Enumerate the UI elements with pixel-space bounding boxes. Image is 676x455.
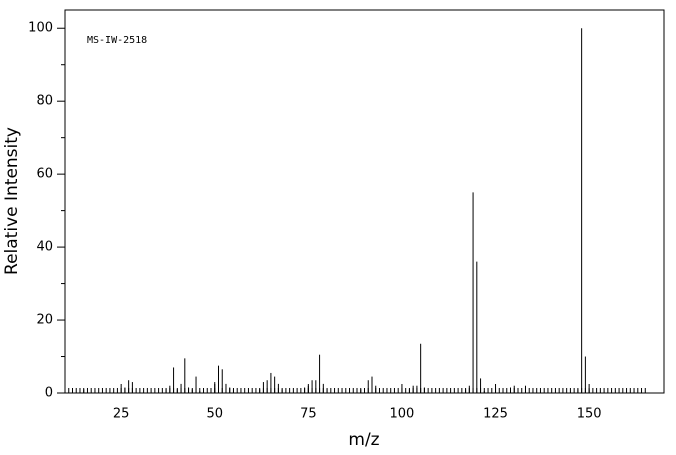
annotation: MS-IW-2518	[87, 35, 147, 46]
x-tick-label: 125	[483, 407, 508, 422]
x-tick-label: 100	[390, 407, 415, 422]
y-tick-label: 60	[36, 167, 53, 182]
y-tick-label: 20	[36, 313, 53, 328]
y-axis-label: Relative Intensity	[2, 127, 22, 275]
y-tick-label: 40	[36, 240, 53, 255]
x-axis-label: m/z	[348, 430, 379, 450]
y-tick-label: 0	[45, 386, 53, 401]
x-tick-label: 75	[300, 407, 317, 422]
x-tick-label: 50	[206, 407, 223, 422]
x-tick-label: 150	[577, 407, 602, 422]
x-tick-label: 25	[113, 407, 130, 422]
y-tick-label: 80	[36, 94, 53, 109]
plot-frame	[64, 9, 665, 394]
y-tick-label: 100	[28, 21, 53, 36]
